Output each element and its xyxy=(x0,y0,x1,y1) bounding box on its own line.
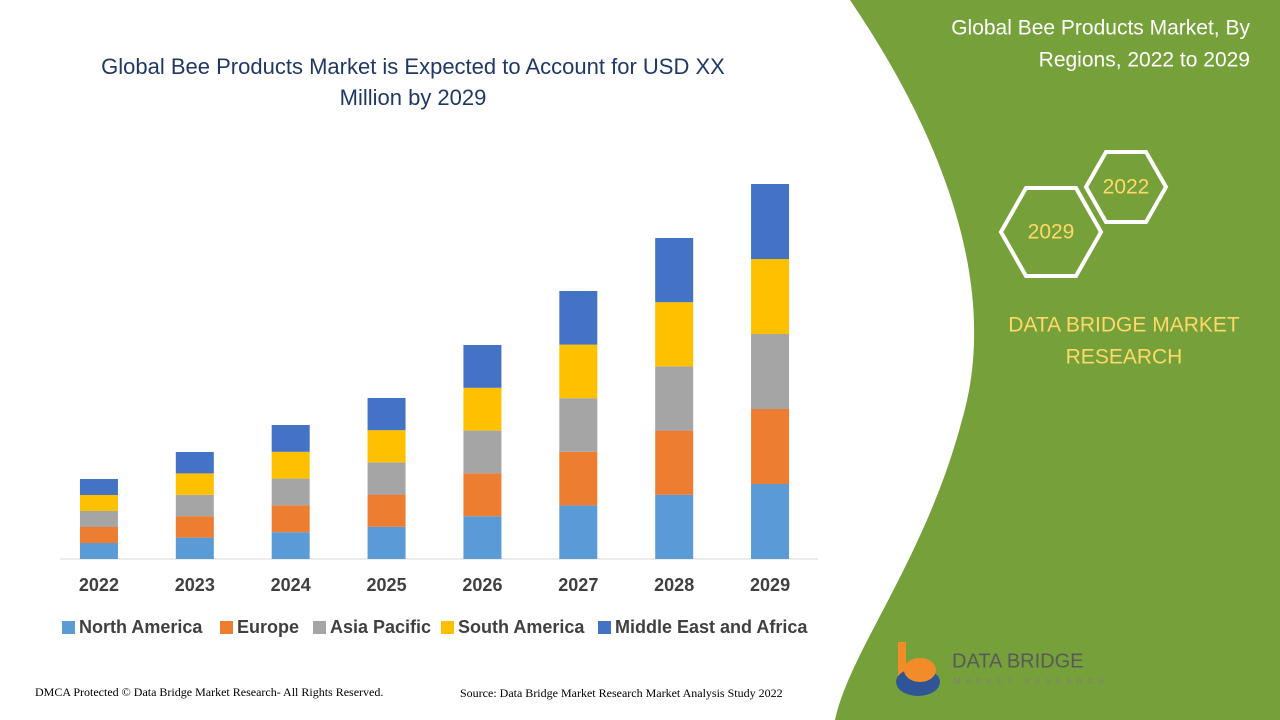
hexagon xyxy=(1083,150,1169,224)
bar-segment xyxy=(463,345,502,388)
legend-swatch xyxy=(598,621,611,634)
x-tick-label: 2028 xyxy=(654,575,694,595)
bar-segment xyxy=(559,451,598,506)
bar-segment xyxy=(271,505,310,533)
bar-segment xyxy=(367,526,406,559)
bar-segment xyxy=(271,451,310,479)
bar-segment xyxy=(367,462,406,495)
legend-label: Europe xyxy=(237,617,299,637)
logo-mark xyxy=(904,658,936,682)
bar-segment xyxy=(367,494,406,527)
legend-swatch xyxy=(62,621,75,634)
legend-label: Asia Pacific xyxy=(330,617,431,637)
legend-swatch xyxy=(441,621,454,634)
bar-segment xyxy=(655,238,694,303)
bar-segment xyxy=(655,494,694,559)
bar-segment xyxy=(175,473,214,495)
bar-segment xyxy=(751,184,790,259)
bar-segment xyxy=(175,537,214,559)
bar-segment xyxy=(79,511,118,527)
bar-segment xyxy=(655,366,694,431)
chart-title: Global Bee Products Market is Expected t… xyxy=(101,54,725,79)
bar-segment xyxy=(271,478,310,506)
x-tick-label: 2029 xyxy=(750,575,790,595)
bar-segment xyxy=(463,516,502,559)
bar-segment xyxy=(271,532,310,559)
bar-segment xyxy=(271,425,310,452)
x-tick-label: 2027 xyxy=(558,575,598,595)
hexagon-label: 2029 xyxy=(1028,221,1075,244)
x-tick-label: 2023 xyxy=(175,575,215,595)
x-tick-label: 2024 xyxy=(271,575,311,595)
bar-segment xyxy=(559,505,598,559)
logo-name: DATA BRIDGE xyxy=(952,650,1084,672)
logo xyxy=(896,642,940,696)
bar-segment xyxy=(79,479,118,495)
legend-label: Middle East and Africa xyxy=(615,617,808,637)
legend-swatch xyxy=(220,621,233,634)
bar-segment xyxy=(175,516,214,538)
bar-segment xyxy=(79,543,118,559)
hexagon-label: 2022 xyxy=(1103,176,1150,199)
copyright: DMCA Protected © Data Bridge Market Rese… xyxy=(35,685,383,699)
bar-segment xyxy=(751,334,790,409)
bar-segment xyxy=(751,484,790,559)
bar-segment xyxy=(79,495,118,511)
hexagon xyxy=(998,186,1104,278)
panel-title: Global Bee Products Market, By xyxy=(951,17,1250,40)
chart-title: Million by 2029 xyxy=(340,85,487,110)
bar-segment xyxy=(559,291,598,345)
panel-title: Regions, 2022 to 2029 xyxy=(1039,49,1250,72)
x-tick-label: 2022 xyxy=(79,575,119,595)
legend-swatch xyxy=(313,621,326,634)
bar-segment xyxy=(655,302,694,367)
bar-segment xyxy=(367,398,406,431)
bar-segment xyxy=(463,430,502,474)
side-panel xyxy=(835,0,1280,720)
bar-segment xyxy=(751,259,790,334)
bar-segment xyxy=(367,430,406,463)
bar-segment xyxy=(463,387,502,431)
x-tick-label: 2025 xyxy=(367,575,407,595)
bar-segment xyxy=(175,452,214,474)
source: Source: Data Bridge Market Research Mark… xyxy=(460,686,783,700)
legend-label: South America xyxy=(458,617,585,637)
legend-label: North America xyxy=(79,617,203,637)
bar-segment xyxy=(655,430,694,495)
logo-mark xyxy=(898,642,906,682)
bar-segment xyxy=(559,398,598,452)
bar-segment xyxy=(79,527,118,543)
brand-text: DATA BRIDGE MARKET xyxy=(1008,314,1240,337)
brand-text: RESEARCH xyxy=(1066,346,1183,369)
x-tick-label: 2026 xyxy=(462,575,502,595)
bar-segment xyxy=(559,344,598,399)
bar-segment xyxy=(175,494,214,517)
bar-segment xyxy=(751,409,790,484)
bar-segment xyxy=(463,473,502,517)
logo-tagline: MARKET RESEARCH xyxy=(954,677,1109,686)
